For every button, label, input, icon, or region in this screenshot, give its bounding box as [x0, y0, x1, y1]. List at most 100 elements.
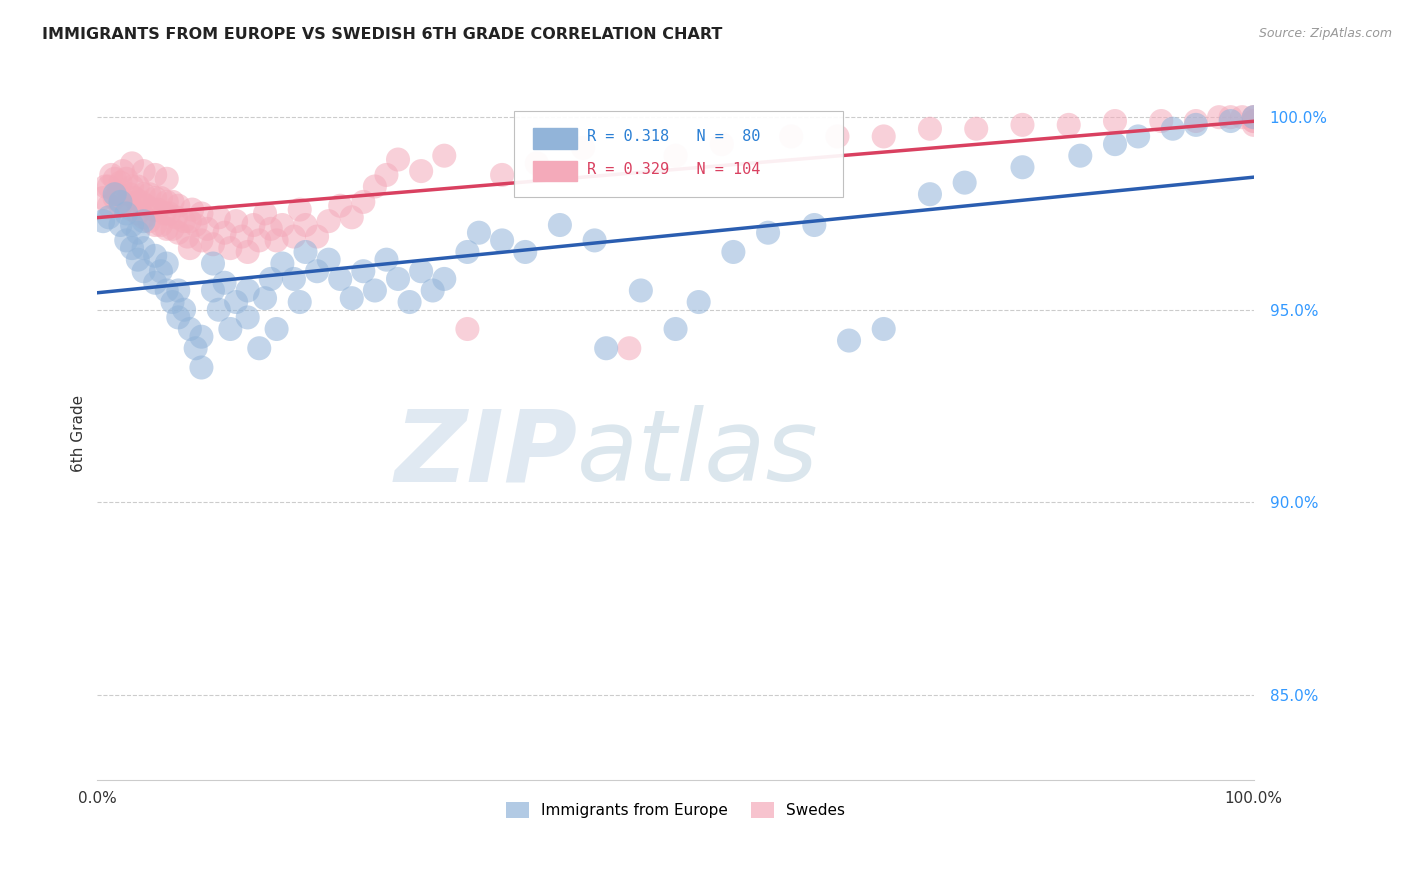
Point	[329, 199, 352, 213]
Point	[97, 211, 120, 225]
Point	[214, 276, 236, 290]
Point	[162, 295, 184, 310]
Point	[127, 226, 149, 240]
Point	[153, 206, 176, 220]
Point	[110, 199, 132, 213]
Point	[387, 272, 409, 286]
Point	[375, 252, 398, 267]
Point	[94, 179, 117, 194]
Point	[271, 256, 294, 270]
Point	[780, 129, 803, 144]
Point	[364, 284, 387, 298]
Point	[918, 187, 941, 202]
Point	[1243, 114, 1265, 128]
Point	[121, 218, 143, 232]
Point	[294, 244, 316, 259]
Point	[156, 256, 179, 270]
Point	[260, 222, 283, 236]
Point	[1208, 110, 1230, 124]
Point	[595, 341, 617, 355]
Point	[97, 199, 120, 213]
Point	[190, 206, 212, 220]
Point	[1104, 114, 1126, 128]
Point	[491, 168, 513, 182]
Point	[201, 256, 224, 270]
Point	[236, 310, 259, 325]
Point	[132, 241, 155, 255]
Point	[104, 187, 127, 202]
Point	[225, 214, 247, 228]
Point	[173, 214, 195, 228]
Text: R = 0.318   N =  80: R = 0.318 N = 80	[586, 129, 759, 145]
Point	[433, 149, 456, 163]
Point	[583, 234, 606, 248]
Point	[201, 284, 224, 298]
Y-axis label: 6th Grade: 6th Grade	[72, 394, 86, 472]
Point	[630, 284, 652, 298]
Point	[283, 229, 305, 244]
Point	[115, 194, 138, 209]
Point	[121, 241, 143, 255]
Point	[179, 214, 201, 228]
Point	[208, 211, 231, 225]
Text: atlas: atlas	[578, 405, 818, 502]
Point	[110, 194, 132, 209]
Point	[456, 244, 478, 259]
Point	[548, 218, 571, 232]
Point	[266, 234, 288, 248]
Point	[965, 121, 987, 136]
Text: IMMIGRANTS FROM EUROPE VS SWEDISH 6TH GRADE CORRELATION CHART: IMMIGRANTS FROM EUROPE VS SWEDISH 6TH GR…	[42, 27, 723, 42]
Point	[138, 187, 160, 202]
Point	[91, 191, 114, 205]
Point	[710, 137, 733, 152]
FancyBboxPatch shape	[513, 111, 844, 197]
Point	[121, 179, 143, 194]
Point	[1219, 114, 1241, 128]
Point	[149, 191, 172, 205]
Point	[132, 264, 155, 278]
Point	[688, 295, 710, 310]
Point	[115, 171, 138, 186]
Point	[283, 272, 305, 286]
Point	[104, 191, 127, 205]
Bar	[533, 128, 578, 149]
Point	[165, 211, 187, 225]
Point	[167, 284, 190, 298]
Point	[318, 252, 340, 267]
Point	[364, 179, 387, 194]
Point	[219, 241, 242, 255]
Point	[422, 284, 444, 298]
Point	[167, 310, 190, 325]
Point	[195, 222, 218, 236]
Point	[247, 234, 270, 248]
Point	[156, 222, 179, 236]
Point	[104, 171, 127, 186]
Point	[468, 226, 491, 240]
Point	[619, 341, 641, 355]
Point	[375, 168, 398, 182]
Point	[318, 214, 340, 228]
Point	[190, 329, 212, 343]
Point	[1057, 118, 1080, 132]
Point	[156, 284, 179, 298]
Point	[253, 291, 276, 305]
Point	[526, 156, 548, 170]
Point	[1011, 160, 1033, 174]
Point	[1126, 129, 1149, 144]
Point	[340, 291, 363, 305]
Point	[271, 218, 294, 232]
Point	[121, 156, 143, 170]
Legend: Immigrants from Europe, Swedes: Immigrants from Europe, Swedes	[501, 796, 851, 824]
Point	[127, 179, 149, 194]
Point	[231, 229, 253, 244]
Point	[132, 211, 155, 225]
Point	[132, 164, 155, 178]
Point	[173, 302, 195, 317]
Point	[411, 264, 433, 278]
Point	[132, 214, 155, 228]
Point	[918, 121, 941, 136]
Point	[138, 214, 160, 228]
Point	[143, 276, 166, 290]
Point	[143, 168, 166, 182]
Point	[1243, 110, 1265, 124]
